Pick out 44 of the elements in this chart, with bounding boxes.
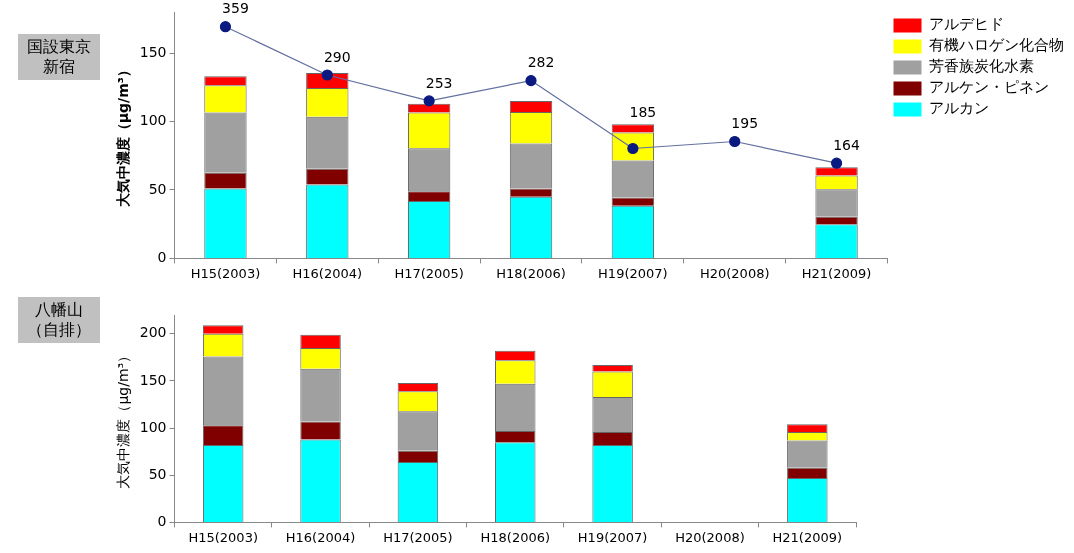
point [729,135,741,148]
text: 国設東京新宿 [18,34,100,80]
x-tick-label: H15(2003) [190,265,261,281]
legend-label: アルデヒド [929,15,1004,34]
legend-label: アルカン [929,99,989,118]
y-tick-label: 100 [139,112,167,129]
legend-label: 有機ハロゲン化合物 [929,36,1064,55]
y-tick-label: 50 [148,180,167,197]
y-axis-title: 大気中濃度（μg/m³） [115,63,132,208]
x-tick-label: H16(2004) [285,529,356,545]
point [219,21,232,33]
x-tick-label: H16(2004) [292,265,363,281]
legend-label: アルケン・ピネン [929,78,1049,97]
x-tick-label: H17(2005) [394,265,464,281]
y-tick-label: 200 [139,324,167,341]
chart-title: 八幡山（自排） [18,297,100,343]
x-tick-label: H15(2003) [188,529,258,545]
x-tick-label: H19(2007) [577,529,648,545]
data-label: 185 [629,103,657,120]
y-axis-title: 大気中濃度（μg/m³） [115,348,132,489]
x-tick-label: H19(2007) [598,265,668,281]
x-tick-label: H18(2006) [480,529,551,545]
x-tick-label: H21(2009) [772,529,843,545]
x-tick-label: H21(2009) [801,265,872,281]
x-tick-label: H17(2005) [383,529,453,545]
point [830,157,843,169]
y-tick-label: 100 [139,418,167,435]
y-tick-label: 150 [139,43,167,60]
y-tick-label: 0 [157,513,167,530]
point [525,75,537,87]
data-label: 359 [222,0,249,17]
data-label: 282 [527,54,555,71]
x-tick-label: H18(2006) [496,265,566,281]
data-label: 164 [833,136,861,153]
data-label: 290 [323,48,351,65]
legend-label: 芳香族炭化水素 [929,57,1034,76]
data-label: 253 [425,74,453,91]
y-tick-label: 50 [148,465,167,482]
x-tick-label: H20(2008) [675,529,745,545]
point [423,95,435,107]
y-tick-label: 150 [139,371,167,388]
data-label: 195 [731,115,759,132]
y-tick-label: 0 [157,249,167,266]
x-tick-label: H20(2008) [699,265,770,281]
